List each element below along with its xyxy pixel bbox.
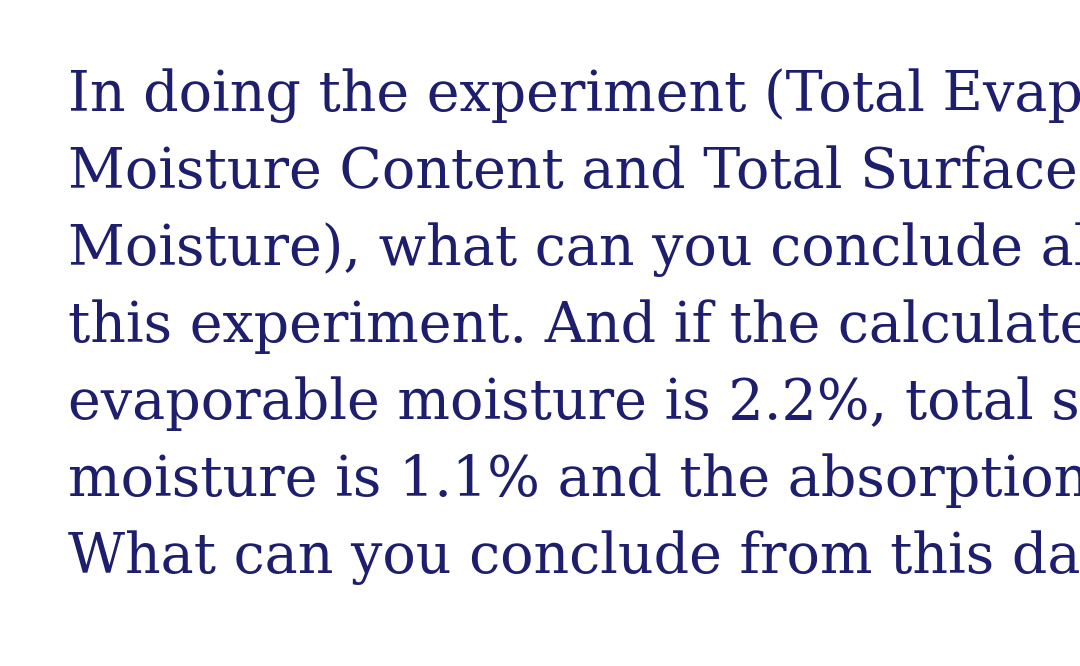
Text: In doing the experiment (Total Evaporable: In doing the experiment (Total Evaporabl… bbox=[68, 68, 1080, 123]
Text: What can you conclude from this data: What can you conclude from this data bbox=[68, 530, 1080, 585]
Text: Moisture), what can you conclude about: Moisture), what can you conclude about bbox=[68, 222, 1080, 277]
Text: Moisture Content and Total Surface: Moisture Content and Total Surface bbox=[68, 145, 1078, 200]
Text: this experiment. And if the calculated total: this experiment. And if the calculated t… bbox=[68, 299, 1080, 354]
Text: moisture is 1.1% and the absorption is 1%.: moisture is 1.1% and the absorption is 1… bbox=[68, 453, 1080, 507]
Text: evaporable moisture is 2.2%, total surface: evaporable moisture is 2.2%, total surfa… bbox=[68, 376, 1080, 431]
